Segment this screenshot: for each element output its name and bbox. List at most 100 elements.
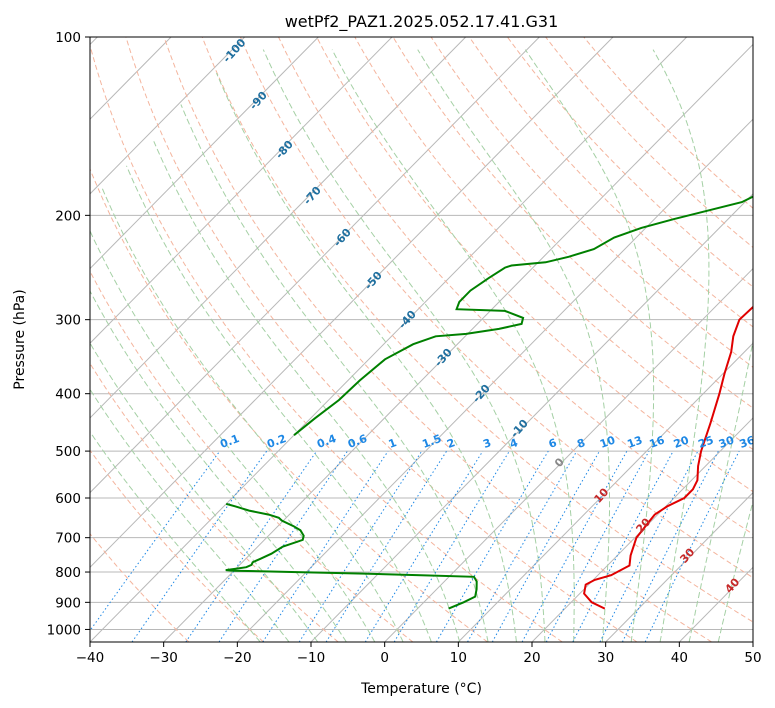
moist-adiabat <box>101 188 404 642</box>
y-axis-ticks: 100 200 300 400 500 600 700 800 900 1000 <box>47 30 90 638</box>
mixing-ratio-label: 13 <box>625 433 644 450</box>
isotherm--10 <box>310 193 753 642</box>
moist-adiabat <box>153 141 461 642</box>
dry-adiabat <box>90 362 339 642</box>
chart-title: wetPf2_PAZ1.2025.052.17.41.G31 <box>285 12 559 32</box>
mixing-ratio-line <box>90 450 221 632</box>
moist-adiabat <box>90 229 376 642</box>
y-tick-label: 500 <box>55 444 81 460</box>
mixing-ratio-label: 4 <box>508 436 520 451</box>
x-tick-label: 50 <box>744 650 761 666</box>
temperature-profile <box>583 305 753 610</box>
dry-adiabat <box>239 37 753 579</box>
x-axis-ticks: −40 −30 −20 −10 0 10 20 30 40 50 <box>76 642 762 666</box>
y-tick-label: 1000 <box>47 622 81 638</box>
plot-frame <box>89 36 754 643</box>
mixing-ratio-label: 1.5 <box>420 432 443 451</box>
dewpoint-upper-line <box>293 195 753 436</box>
profile-lines <box>225 195 753 610</box>
moist-adiabat <box>90 388 290 642</box>
isotherm--20 <box>236 118 753 642</box>
isotherm-10 <box>457 342 753 642</box>
mixing-ratio-line <box>185 450 318 642</box>
x-tick-label: 0 <box>380 650 389 666</box>
mixing-ratio-line <box>131 450 268 642</box>
mixing-ratio-line <box>364 450 484 642</box>
y-axis-title: Pressure (hPa) <box>12 289 28 389</box>
moist-adiabat <box>90 290 347 642</box>
mixing-ratio-label: 36 <box>738 433 757 451</box>
mixing-ratio-label: 25 <box>696 433 715 450</box>
x-tick-label: 40 <box>671 650 688 666</box>
y-tick-label: 800 <box>55 565 81 581</box>
mixing-ratio-label: 30 <box>717 433 736 451</box>
x-tick-label: −10 <box>297 650 326 666</box>
mixing-ratio-label: 2 <box>445 436 457 451</box>
dry-adiabat <box>583 37 753 209</box>
y-tick-label: 900 <box>55 595 81 611</box>
mixing-ratio-label: 3 <box>481 436 493 451</box>
moist-adiabat <box>652 49 710 642</box>
isotherm-20 <box>531 417 753 642</box>
mixing-ratio-line <box>435 450 549 642</box>
y-tick-label: 400 <box>55 387 81 403</box>
temperature-line <box>583 305 753 610</box>
moist-adiabat <box>216 72 517 642</box>
mixing-ratio-label: 0.1 <box>218 432 241 451</box>
mixing-ratio-line <box>491 450 600 642</box>
dry-adiabat <box>201 37 753 623</box>
isotherm--50 <box>90 37 614 569</box>
dry-adiabat <box>354 37 753 451</box>
dry-adiabat <box>430 37 753 368</box>
isotherm-0 <box>384 267 753 642</box>
y-tick-label: 100 <box>55 30 81 46</box>
moist-adiabat <box>262 49 546 642</box>
mixing-ratio-label: 0.2 <box>265 432 288 451</box>
dry-adiabat <box>90 533 190 642</box>
isotherm--60 <box>90 37 540 494</box>
dry-adiabat <box>278 37 753 535</box>
moist-adiabat <box>90 430 261 642</box>
isotherm--90 <box>90 37 319 270</box>
mixing-ratio-line <box>393 450 510 642</box>
isotherm--40 <box>90 37 688 642</box>
mixing-ratio-label: 6 <box>547 436 559 451</box>
y-tick-label: 200 <box>55 208 81 224</box>
dewpoint-profile <box>225 195 753 610</box>
mixing-ratio-line <box>325 450 448 642</box>
mixing-ratio-label: 1 <box>387 436 399 451</box>
background-lines <box>90 37 753 642</box>
mixing-ratio-label: 0.6 <box>346 432 369 451</box>
x-tick-label: 20 <box>523 650 540 666</box>
dry-adiabat <box>506 37 753 288</box>
y-tick-label: 300 <box>55 313 81 329</box>
isotherm--70 <box>90 37 467 419</box>
mixing-ratio-line <box>545 450 650 642</box>
isotherm-30 <box>605 491 753 642</box>
x-tick-label: −20 <box>223 650 252 666</box>
isotherm--30 <box>163 43 753 642</box>
isotherm--80 <box>90 37 393 344</box>
mixing-ratio-label: 16 <box>648 433 667 451</box>
y-tick-label: 600 <box>55 491 81 507</box>
isotherm--100 <box>90 37 246 195</box>
mixing-ratio-line <box>644 450 740 642</box>
mixing-ratio-line <box>467 450 578 642</box>
y-tick-label: 700 <box>55 531 81 547</box>
x-tick-label: −40 <box>76 650 105 666</box>
moist-adiabat <box>688 338 753 642</box>
moist-adiabat <box>90 342 319 642</box>
mixing-ratio-label: 10 <box>598 433 617 451</box>
dewpoint-line <box>225 502 478 610</box>
moist-adiabat <box>417 49 610 642</box>
x-tick-label: 30 <box>597 650 614 666</box>
dry-adiabat <box>163 37 712 642</box>
dry-adiabat <box>316 37 753 493</box>
mixing-ratio-label: 0.4 <box>315 432 338 451</box>
mixing-ratio-label: 8 <box>575 436 587 451</box>
dry-adiabat <box>90 167 488 642</box>
moist-adiabat <box>524 49 655 642</box>
moist-adiabat <box>126 165 432 642</box>
